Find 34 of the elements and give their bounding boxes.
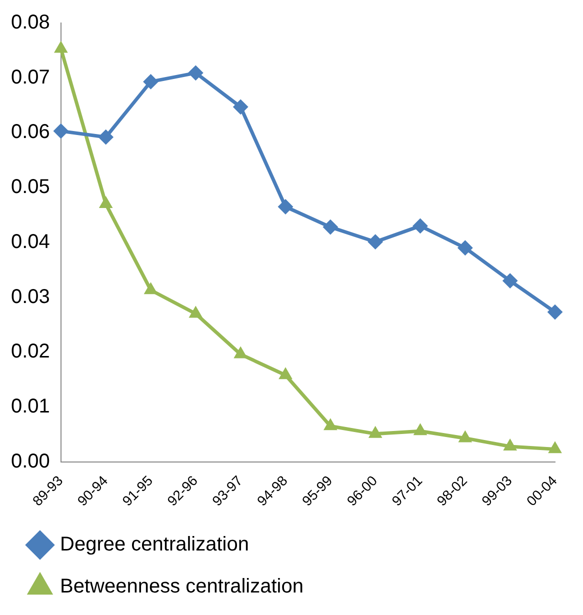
point (458, 430, 472, 442)
y-tick-label: 0.00 (10, 450, 50, 472)
point (548, 304, 562, 320)
y-tick-label: 0.04 (10, 230, 50, 253)
y-tick-label: 0.03 (10, 286, 50, 308)
point (412, 218, 428, 234)
point (322, 220, 338, 235)
y-tick-label: 0.06 (10, 121, 50, 144)
y-tick-label: 0.02 (10, 340, 50, 363)
point (234, 346, 248, 358)
point (414, 424, 427, 436)
y-tick-label: 0.05 (10, 176, 50, 198)
point (458, 240, 473, 256)
y-tick-label: 0.08 (10, 12, 50, 34)
y-tick-label: 0.07 (10, 66, 50, 88)
point (548, 442, 562, 454)
point (99, 196, 112, 208)
point (188, 65, 204, 80)
legend-label: Betweenness centralization (60, 576, 304, 598)
point (98, 130, 114, 145)
point (504, 438, 517, 450)
y-tick-label: 0.01 (10, 395, 50, 418)
point (53, 124, 68, 139)
point (324, 418, 337, 430)
point (502, 273, 518, 288)
point (278, 199, 294, 214)
point (368, 234, 383, 250)
point (189, 306, 202, 318)
point (233, 99, 248, 114)
point (368, 426, 382, 438)
point (144, 282, 158, 294)
point (143, 74, 158, 90)
point (278, 368, 292, 380)
legend-label: Degree centralization (60, 534, 249, 556)
